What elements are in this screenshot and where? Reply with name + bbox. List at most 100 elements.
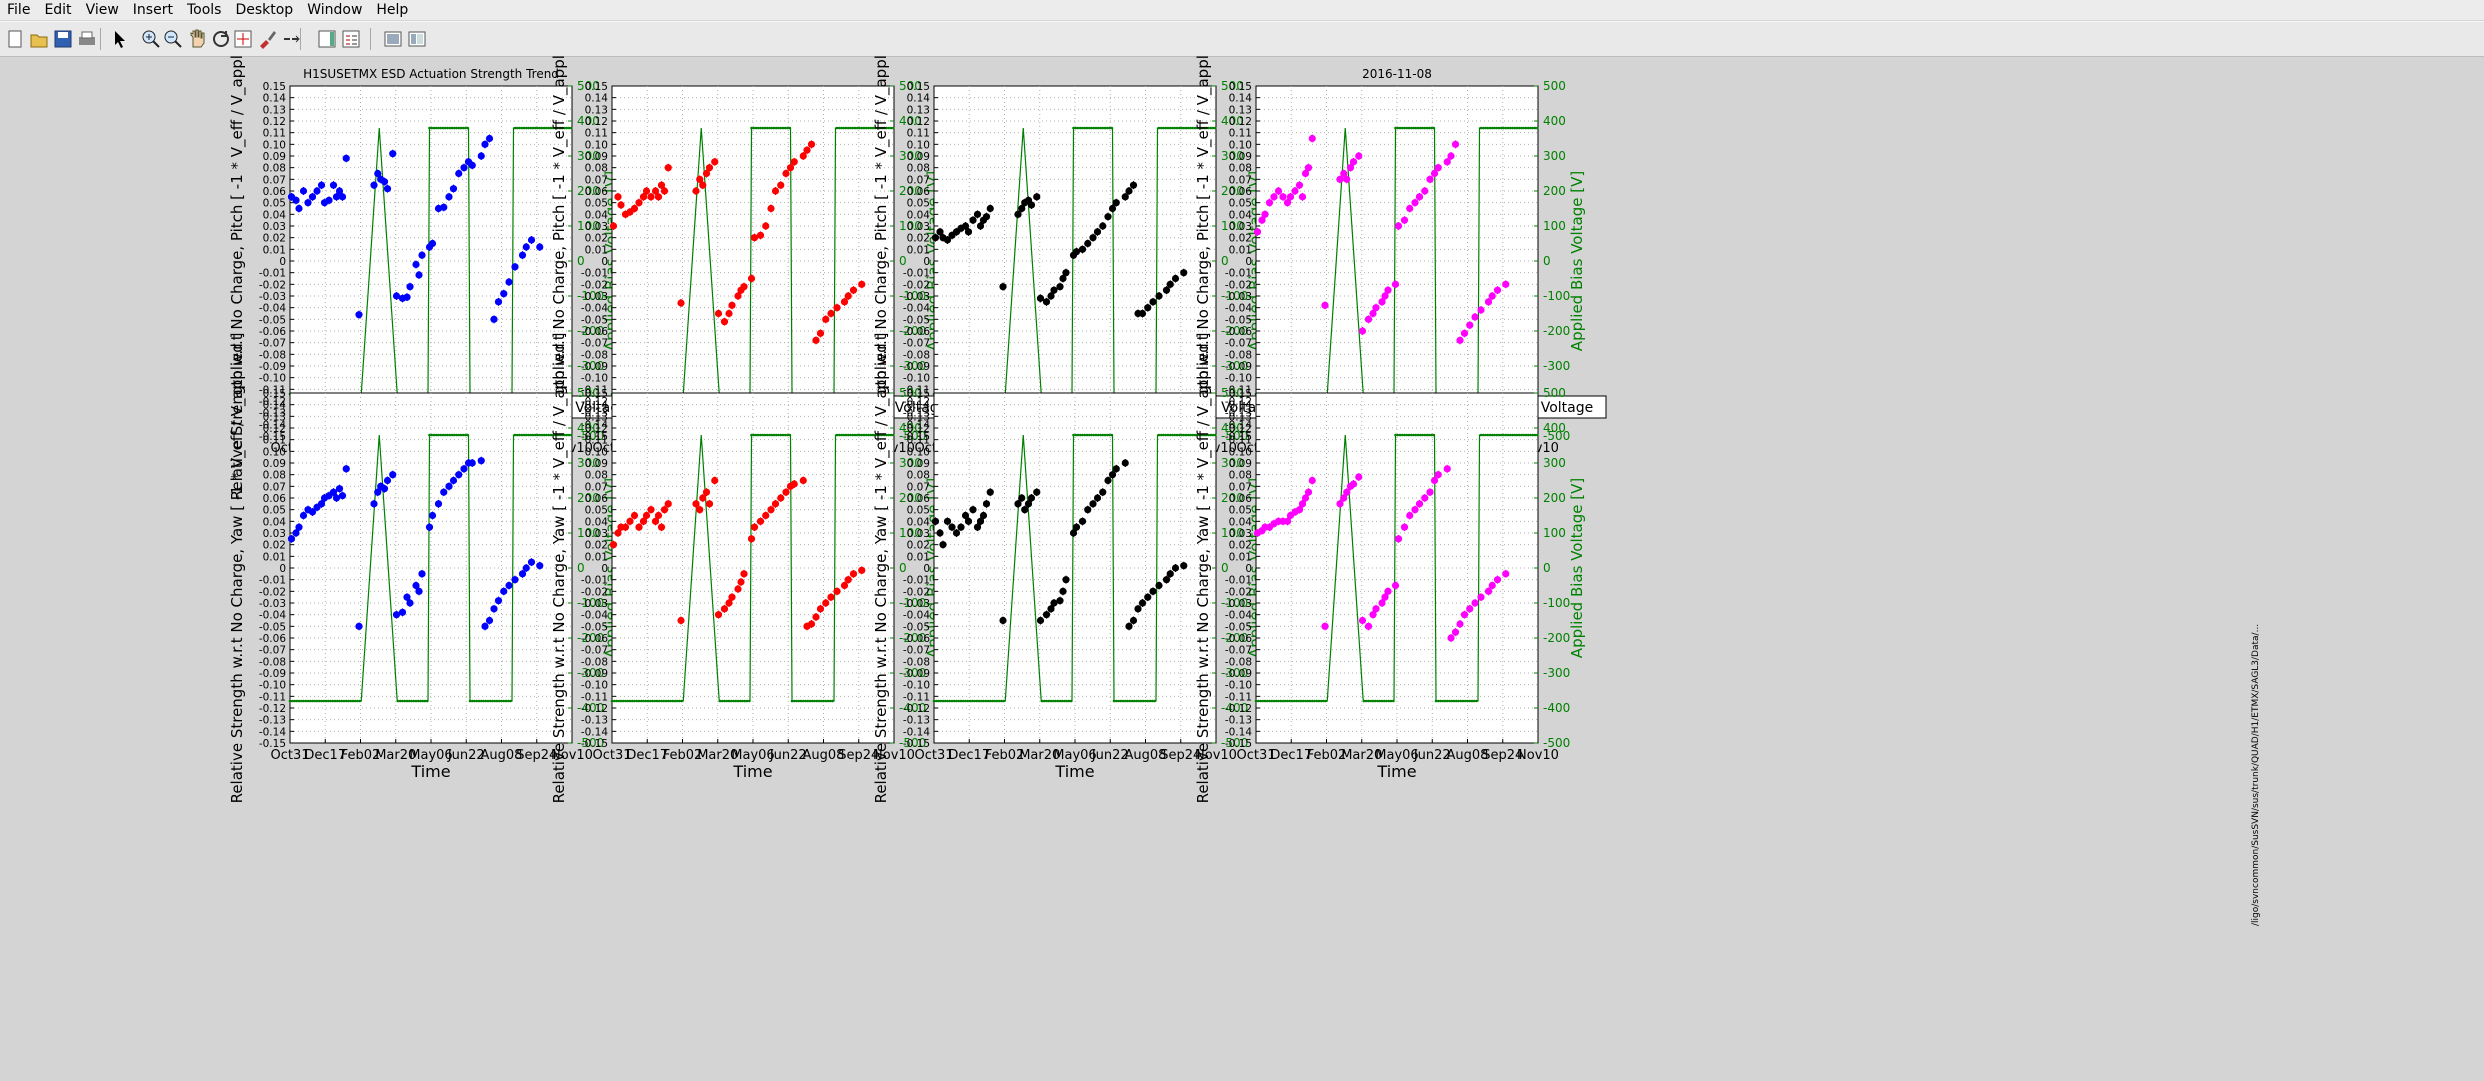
zoom-out-icon[interactable] xyxy=(162,28,184,50)
zoom-in-icon[interactable] xyxy=(140,28,162,50)
data-point xyxy=(1308,476,1316,485)
open-file-icon[interactable] xyxy=(28,28,50,50)
bias-voltage-point xyxy=(957,699,961,703)
y-tick-label: -0.11 xyxy=(1225,691,1252,703)
y-tick-label: -0.11 xyxy=(903,384,930,396)
brush-icon[interactable] xyxy=(256,28,278,50)
bias-voltage-point xyxy=(1423,433,1427,437)
menu-file[interactable]: File xyxy=(7,2,31,18)
menu-desktop[interactable]: Desktop xyxy=(235,2,294,18)
bias-voltage-point xyxy=(637,699,641,703)
y2-tick-label: 100 xyxy=(577,526,600,540)
bias-voltage-point xyxy=(1504,433,1508,437)
data-point xyxy=(317,500,326,508)
bias-voltage-point xyxy=(1526,126,1530,130)
menu-view[interactable]: View xyxy=(85,2,119,18)
rotate-icon[interactable] xyxy=(210,28,232,50)
data-point xyxy=(332,193,341,201)
bias-voltage-point xyxy=(1209,433,1213,437)
bias-voltage-point xyxy=(878,126,882,130)
bias-voltage-point xyxy=(1421,433,1424,437)
y2-tick-label: 100 xyxy=(1221,219,1244,233)
data-point xyxy=(1394,222,1403,230)
bias-voltage-point xyxy=(1450,699,1454,703)
menu-help[interactable]: Help xyxy=(376,2,409,18)
bias-voltage-point xyxy=(723,699,726,703)
x-tick-label: Dec17 xyxy=(304,748,346,763)
y-tick-label: 0.13 xyxy=(1229,104,1252,116)
bias-voltage-point xyxy=(1418,126,1422,130)
data-point xyxy=(740,283,748,291)
save-icon[interactable] xyxy=(52,28,74,50)
bias-voltage-point xyxy=(756,433,760,437)
pointer-icon[interactable] xyxy=(108,28,130,50)
bias-voltage-point xyxy=(556,126,560,130)
bias-voltage-point xyxy=(1434,699,1438,703)
bias-voltage-point xyxy=(1105,126,1109,130)
show-plot-tools-icon[interactable] xyxy=(406,28,428,50)
new-figure-icon[interactable] xyxy=(4,28,26,50)
menu-insert[interactable]: Insert xyxy=(132,2,173,18)
bias-voltage-point xyxy=(1403,433,1406,437)
y2-tick-label: 400 xyxy=(899,421,922,435)
y-axis-label: Relative Strength w.r.t No Charge, Pitch… xyxy=(872,56,891,500)
y-tick-label: 0.12 xyxy=(585,423,608,435)
y2-tick-label: 400 xyxy=(1543,421,1566,435)
bias-voltage-point xyxy=(754,126,758,130)
chart-title: 2016-11-08 xyxy=(1362,67,1432,81)
menu-window[interactable]: Window xyxy=(307,2,363,18)
bias-voltage-point xyxy=(768,433,771,437)
pan-icon[interactable] xyxy=(186,28,208,50)
bias-voltage-point xyxy=(1488,126,1492,130)
bias-voltage-point xyxy=(288,699,292,703)
bias-voltage-point xyxy=(560,126,564,130)
y2-tick-label: 200 xyxy=(1221,491,1244,505)
bias-voltage-point xyxy=(461,126,465,130)
y2-tick-label: 100 xyxy=(1221,526,1244,540)
print-icon[interactable] xyxy=(76,28,98,50)
bias-voltage-point xyxy=(1522,433,1526,437)
y-tick-label: -0.10 xyxy=(259,373,286,385)
bias-voltage-point xyxy=(569,126,573,130)
data-point xyxy=(1298,500,1307,508)
bias-voltage-point xyxy=(1049,699,1053,703)
data-point xyxy=(415,587,423,595)
link-icon[interactable] xyxy=(280,28,302,50)
bias-voltage-point xyxy=(889,126,893,130)
y2-tick-label: 400 xyxy=(577,421,600,435)
data-point xyxy=(1358,327,1367,335)
bias-voltage-point xyxy=(1175,433,1179,437)
y-tick-label: 0.15 xyxy=(1229,81,1252,93)
hide-plot-tools-icon[interactable] xyxy=(382,28,404,50)
bias-voltage-point xyxy=(560,433,564,437)
data-point xyxy=(936,529,944,537)
bias-voltage-point xyxy=(1409,126,1413,130)
menu-tools[interactable]: Tools xyxy=(186,2,222,18)
bias-voltage-point xyxy=(464,126,467,130)
bias-voltage-point xyxy=(1396,126,1400,130)
menu-edit[interactable]: Edit xyxy=(44,2,72,18)
legend-icon[interactable] xyxy=(340,28,362,50)
data-point xyxy=(734,292,742,300)
y-tick-label: -0.12 xyxy=(581,396,608,408)
data-point xyxy=(460,465,468,473)
y-tick-label: 0.11 xyxy=(1229,435,1252,447)
data-cursor-icon[interactable] xyxy=(232,28,254,50)
data-point xyxy=(714,309,723,318)
y-tick-label: -0.11 xyxy=(259,691,286,703)
y-tick-label: -0.11 xyxy=(581,691,608,703)
colorbar-icon[interactable] xyxy=(316,28,338,50)
y-tick-label: 0 xyxy=(1245,563,1252,575)
data-point xyxy=(711,158,719,166)
y-tick-label: 0.03 xyxy=(263,528,286,540)
y-tick-label: 0.07 xyxy=(1229,174,1252,186)
data-point xyxy=(418,570,426,578)
bias-voltage-point xyxy=(479,699,483,703)
bias-voltage-point xyxy=(297,699,301,703)
bias-voltage-point xyxy=(1486,126,1490,130)
bias-voltage-point xyxy=(1090,433,1093,437)
bias-voltage-point xyxy=(621,699,625,703)
y2-tick-label: 500 xyxy=(1543,79,1566,93)
bias-voltage-point xyxy=(887,126,891,130)
bias-voltage-point xyxy=(1522,126,1526,130)
